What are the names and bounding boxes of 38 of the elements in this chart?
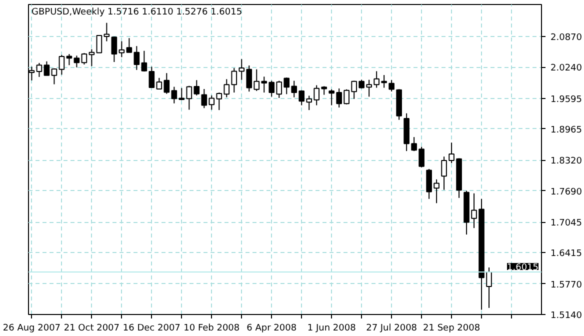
- y-tick-label: 1.6415: [550, 249, 582, 260]
- candlestick: [74, 55, 80, 68]
- ref-line-label: 1.6015: [507, 263, 539, 274]
- y-tick-label: 1.8320: [550, 156, 582, 167]
- x-tick-label: 26 Aug 2007: [2, 324, 61, 334]
- y-tick-label: 2.0870: [550, 33, 582, 44]
- candlestick: [441, 156, 447, 190]
- chart-title: GBPUSD,Weekly 1.5716 1.6110 1.5276 1.6015: [32, 8, 242, 18]
- candlestick: [118, 40, 125, 58]
- x-tick-label: 1 Jun 2008: [307, 324, 356, 334]
- y-tick-label: 1.7690: [550, 187, 582, 198]
- x-tick-label: 21 Sep 2008: [423, 324, 480, 334]
- candlestick: [148, 66, 155, 88]
- candlestick: [104, 22, 110, 42]
- y-tick-label: 2.0240: [550, 64, 582, 74]
- x-tick-label: 27 Jul 2008: [366, 324, 418, 334]
- candlestick: [111, 36, 118, 62]
- y-tick-label: 1.8965: [550, 125, 582, 136]
- candlestick: [388, 80, 394, 92]
- x-tick-label: 21 Oct 2007: [64, 324, 120, 334]
- candlestick: [36, 62, 42, 78]
- y-tick-label: 1.5140: [550, 311, 582, 321]
- x-tick-label: 10 Feb 2008: [184, 324, 240, 334]
- y-tick-label: 1.5770: [550, 280, 582, 290]
- y-tick-label: 1.7045: [550, 218, 582, 229]
- candlestick: [134, 46, 140, 70]
- candlestick: [81, 52, 88, 66]
- y-tick-label: 1.9595: [550, 94, 582, 105]
- candlestick: [96, 35, 102, 54]
- candlestick: [141, 50, 148, 72]
- candlestick: [44, 60, 50, 76]
- candlestick: [126, 38, 132, 53]
- x-tick-label: 6 Apr 2008: [246, 324, 297, 334]
- candlestick: [88, 48, 95, 67]
- candlestick: [51, 68, 58, 85]
- candlestick: [58, 54, 65, 76]
- candlestick: [231, 68, 238, 94]
- x-tick-label: 16 Dec 2007: [122, 324, 180, 334]
